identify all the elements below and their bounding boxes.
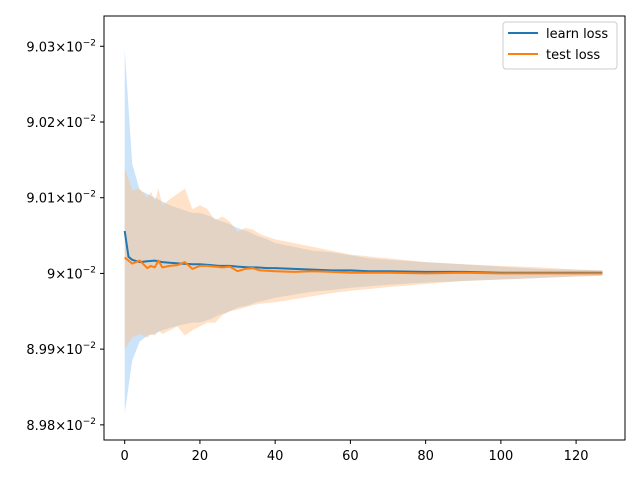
y-tick-label: 9.03×10−2 xyxy=(26,38,96,55)
test-loss-band xyxy=(124,167,603,350)
legend: learn loss test loss xyxy=(502,21,618,70)
test-loss-line xyxy=(124,256,603,275)
learn-loss-band xyxy=(124,50,603,414)
x-tick-label: 100 xyxy=(488,449,513,464)
x-tick-label: 0 xyxy=(121,449,129,464)
x-tick-label: 40 xyxy=(267,449,284,464)
x-tick-label: 20 xyxy=(192,449,209,464)
y-axis-ticks: 8.98×10−2 8.99×10−2 9×10−2 9.01×10−2 9.02×10… xyxy=(26,38,104,434)
y-tick-label: 9.01×10−2 xyxy=(26,190,96,207)
series-lines xyxy=(123,230,603,275)
x-tick-label: 80 xyxy=(417,449,434,464)
confidence-bands xyxy=(124,50,603,414)
x-tick-label: 120 xyxy=(564,449,589,464)
learn-loss-line xyxy=(123,230,603,274)
plot-frame xyxy=(103,15,626,441)
legend-label-test-loss: test loss xyxy=(546,48,600,63)
y-tick-label: 8.98×10−2 xyxy=(26,417,96,434)
legend-label-learn-loss: learn loss xyxy=(546,27,608,42)
y-tick-label: 9.02×10−2 xyxy=(26,114,96,131)
y-tick-label: 9×10−2 xyxy=(47,265,96,282)
y-tick-label: 8.99×10−2 xyxy=(26,341,96,358)
x-tick-label: 60 xyxy=(342,449,359,464)
x-axis-ticks: 0 20 40 60 80 100 120 xyxy=(121,440,589,464)
